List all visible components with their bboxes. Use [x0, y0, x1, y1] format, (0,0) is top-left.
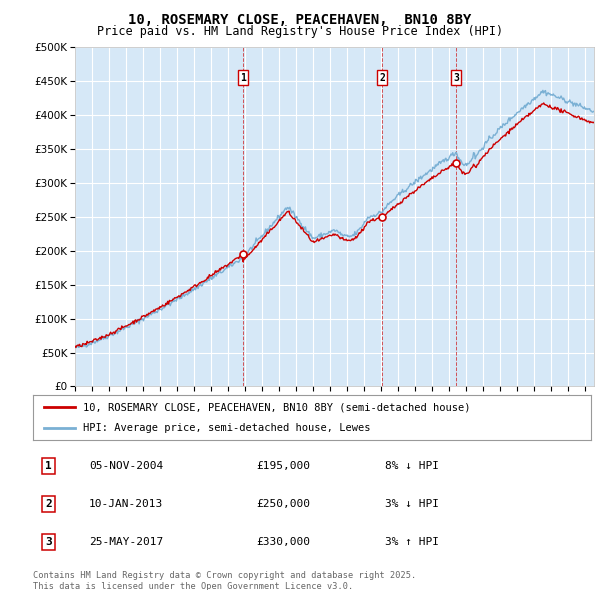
Text: 3% ↓ HPI: 3% ↓ HPI [385, 499, 439, 509]
Text: Contains HM Land Registry data © Crown copyright and database right 2025.
This d: Contains HM Land Registry data © Crown c… [33, 571, 416, 590]
Text: 10, ROSEMARY CLOSE, PEACEHAVEN, BN10 8BY (semi-detached house): 10, ROSEMARY CLOSE, PEACEHAVEN, BN10 8BY… [83, 402, 471, 412]
Text: £250,000: £250,000 [256, 499, 310, 509]
Text: 3% ↑ HPI: 3% ↑ HPI [385, 537, 439, 547]
Text: 8% ↓ HPI: 8% ↓ HPI [385, 461, 439, 471]
Text: 05-NOV-2004: 05-NOV-2004 [89, 461, 163, 471]
Text: £195,000: £195,000 [256, 461, 310, 471]
Text: 10, ROSEMARY CLOSE, PEACEHAVEN,  BN10 8BY: 10, ROSEMARY CLOSE, PEACEHAVEN, BN10 8BY [128, 13, 472, 27]
Text: £330,000: £330,000 [256, 537, 310, 547]
Text: 3: 3 [45, 537, 52, 547]
Text: 2: 2 [379, 73, 385, 83]
Text: 1: 1 [240, 73, 246, 83]
Text: 25-MAY-2017: 25-MAY-2017 [89, 537, 163, 547]
Text: 3: 3 [453, 73, 459, 83]
Text: 2: 2 [45, 499, 52, 509]
Text: HPI: Average price, semi-detached house, Lewes: HPI: Average price, semi-detached house,… [83, 422, 371, 432]
Text: Price paid vs. HM Land Registry's House Price Index (HPI): Price paid vs. HM Land Registry's House … [97, 25, 503, 38]
Text: 1: 1 [45, 461, 52, 471]
Text: 10-JAN-2013: 10-JAN-2013 [89, 499, 163, 509]
